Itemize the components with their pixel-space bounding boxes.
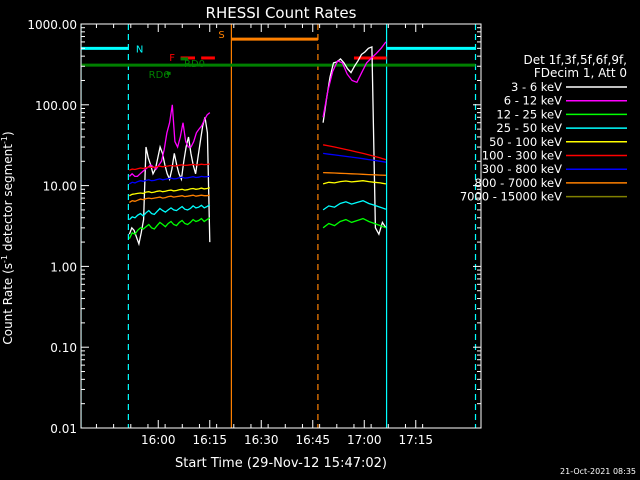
legend-label-7: 800 - 7000 keV	[474, 176, 562, 190]
series-0-segment-1	[128, 117, 211, 247]
axes: 0.01 0.10 1.00 10.00 100.00 1000.00 16:00 16:15…	[27, 18, 482, 447]
legend-label-5: 100 - 300 keV	[482, 149, 562, 163]
legend-label-8: 7000 - 15000 keV	[460, 190, 562, 204]
y-tick-label-1: 0.10	[50, 341, 77, 355]
x-tick-label-3: 16:45	[295, 433, 330, 447]
x-tick-label-5: 17:15	[398, 433, 433, 447]
y-tick-label-3: 10.00	[43, 180, 77, 194]
plot-content: N S F RD0 RD6	[81, 24, 477, 428]
flag-label-0: N	[136, 44, 143, 55]
legend-label-3: 25 - 50 keV	[496, 121, 562, 135]
footer-timestamp: 21-Oct-2021 08:35	[560, 467, 636, 476]
legend: Det 1f,3f,5f,6f,9f, FDecim 1, Att 0 3 - …	[460, 53, 627, 204]
y-tick-label-4: 100.00	[35, 99, 77, 113]
legend-label-4: 50 - 100 keV	[489, 135, 562, 149]
x-tick-label-0: 16:00	[141, 433, 176, 447]
series-7-segment-1	[129, 194, 210, 203]
series-6-segment-1	[129, 175, 210, 185]
series-3-segment-1	[128, 204, 211, 221]
y-tick-label-0: 0.01	[50, 422, 77, 436]
series-1-segment-1	[128, 104, 211, 178]
flag-label-4: F	[169, 53, 175, 64]
plot-frame	[80, 23, 482, 429]
series-4-segment-2	[322, 180, 387, 185]
series-5-segment-1	[129, 163, 210, 171]
legend-label-0: 3 - 6 keV	[511, 80, 562, 94]
x-axis-label: Start Time (29-Nov-12 15:47:02)	[175, 456, 387, 471]
legend-label-6: 300 - 800 keV	[482, 162, 562, 176]
legend-label-2: 12 - 25 keV	[496, 107, 562, 121]
x-tick-label-4: 17:00	[347, 433, 382, 447]
flag-label-2: S	[218, 30, 224, 41]
series-2-segment-2	[322, 217, 387, 229]
series-2-segment-1	[128, 217, 211, 239]
plot-area: N S F RD0 RD6	[81, 24, 477, 428]
flag-label-8: RD6	[149, 70, 170, 81]
series-5-segment-2	[322, 144, 387, 161]
y-tick-label-5: 1000.00	[27, 18, 77, 32]
series-6-segment-2	[323, 152, 387, 163]
y-tick-label-2: 1.00	[50, 260, 77, 274]
legend-header-line2: FDecim 1, Att 0	[534, 66, 627, 80]
series-7-segment-2	[323, 171, 386, 176]
flag-label-7: RD0	[184, 59, 205, 70]
x-tick-label-1: 16:15	[192, 433, 227, 447]
y-axis-label: Count Rate (s-1 detector segment-1)	[0, 131, 15, 344]
chart-title: RHESSI Count Rates	[206, 4, 357, 22]
series-1-segment-2	[322, 41, 387, 118]
x-tick-label-2: 16:30	[244, 433, 279, 447]
legend-label-1: 6 - 12 keV	[504, 94, 562, 108]
series-3-segment-2	[322, 200, 387, 211]
series-4-segment-1	[129, 187, 210, 197]
series-0-segment-2	[322, 45, 387, 236]
legend-header-line1: Det 1f,3f,5f,6f,9f,	[523, 53, 627, 67]
